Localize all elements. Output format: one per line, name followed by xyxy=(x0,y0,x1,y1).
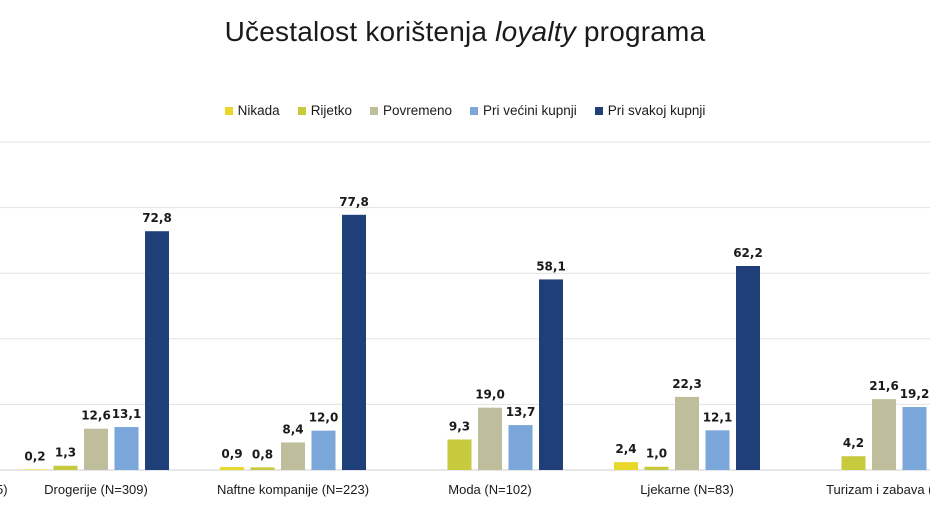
category-labels: Drogerije (N=309) Naftne kompanije (N=223… xyxy=(0,482,930,497)
data-label: 0,8 xyxy=(252,447,273,461)
data-label: 21,6 xyxy=(869,379,899,393)
legend-label: Nikada xyxy=(237,103,280,118)
bar xyxy=(614,462,638,470)
legend-swatch xyxy=(297,106,306,115)
data-label: 12,0 xyxy=(309,411,339,425)
bar xyxy=(902,407,927,470)
data-label: 72,8 xyxy=(142,211,172,225)
data-label: 1,3 xyxy=(55,446,76,460)
bar xyxy=(872,399,896,470)
bar xyxy=(675,396,699,470)
bar xyxy=(705,430,730,470)
data-label: 62,2 xyxy=(733,246,763,260)
legend-item: Pri svakoj kupnji xyxy=(594,103,706,118)
bar xyxy=(281,442,305,470)
legend-swatch xyxy=(369,106,378,115)
data-label: 0,2 xyxy=(24,449,45,463)
category-label: Drogerije (N=309) xyxy=(44,482,148,497)
bar xyxy=(220,467,244,470)
data-label: 22,3 xyxy=(672,377,702,391)
legend-label: Pri većini kupnji xyxy=(483,103,577,118)
chart-title: Učestalost korištenja loyalty programa xyxy=(0,16,930,48)
data-label: 8,4 xyxy=(282,422,303,436)
data-label: 12,6 xyxy=(81,409,111,423)
data-label: 0,9 xyxy=(221,447,242,461)
bar xyxy=(841,456,866,470)
legend-item: Nikada xyxy=(224,103,280,118)
data-label: 77,8 xyxy=(339,195,369,209)
bar xyxy=(508,425,533,470)
bar xyxy=(23,469,47,470)
bar xyxy=(311,430,336,470)
bar xyxy=(478,407,502,470)
bar xyxy=(736,265,760,470)
data-label: 13,7 xyxy=(506,405,536,419)
legend-item: Povremeno xyxy=(369,103,452,118)
legend-label: Povremeno xyxy=(382,103,452,118)
data-label: 1,0 xyxy=(646,447,667,461)
data-label: 19,0 xyxy=(475,388,505,402)
data-label: 58,1 xyxy=(536,259,566,273)
category-label: Moda (N=102) xyxy=(448,482,531,497)
bar xyxy=(114,427,139,470)
data-label: 2,4 xyxy=(615,442,636,456)
bar xyxy=(342,214,366,470)
category-label-clipped: 5) xyxy=(0,482,8,497)
bar xyxy=(539,279,563,470)
legend-item: Rijetko xyxy=(297,103,352,118)
data-label: 19,2 xyxy=(900,387,930,401)
data-label: 12,1 xyxy=(703,410,733,424)
bars xyxy=(23,214,927,470)
data-label: 13,1 xyxy=(112,407,142,421)
title-italic: loyalty xyxy=(495,16,576,47)
bar xyxy=(53,465,78,470)
bar xyxy=(447,439,472,470)
bar xyxy=(84,428,108,470)
data-labels: 0,2 1,3 12,6 13,1 72,8 0,9 0,8 8,4 12,0 77,8 9,3 19… xyxy=(24,195,929,464)
legend-label: Rijetko xyxy=(310,103,352,118)
bar xyxy=(250,467,275,470)
legend-item: Pri većini kupnji xyxy=(470,103,577,118)
legend-label: Pri svakoj kupnji xyxy=(607,103,706,118)
legend-swatch xyxy=(470,106,478,115)
bar xyxy=(644,466,669,470)
title-part-2: programa xyxy=(575,16,706,47)
legend: Nikada Rijetko Povremeno Pri većini kupnji P… xyxy=(0,103,930,118)
legend-swatch xyxy=(594,106,603,115)
data-label: 9,3 xyxy=(449,419,470,433)
legend-swatch xyxy=(224,106,233,115)
data-label: 4,2 xyxy=(843,436,864,450)
category-label: Ljekarne (N=83) xyxy=(640,482,734,497)
category-label: Naftne kompanije (N=223) xyxy=(217,482,369,497)
category-label: Turizam i zabava (N xyxy=(826,482,930,497)
bar xyxy=(145,231,169,470)
title-part-1: Učestalost korištenja xyxy=(224,16,496,47)
